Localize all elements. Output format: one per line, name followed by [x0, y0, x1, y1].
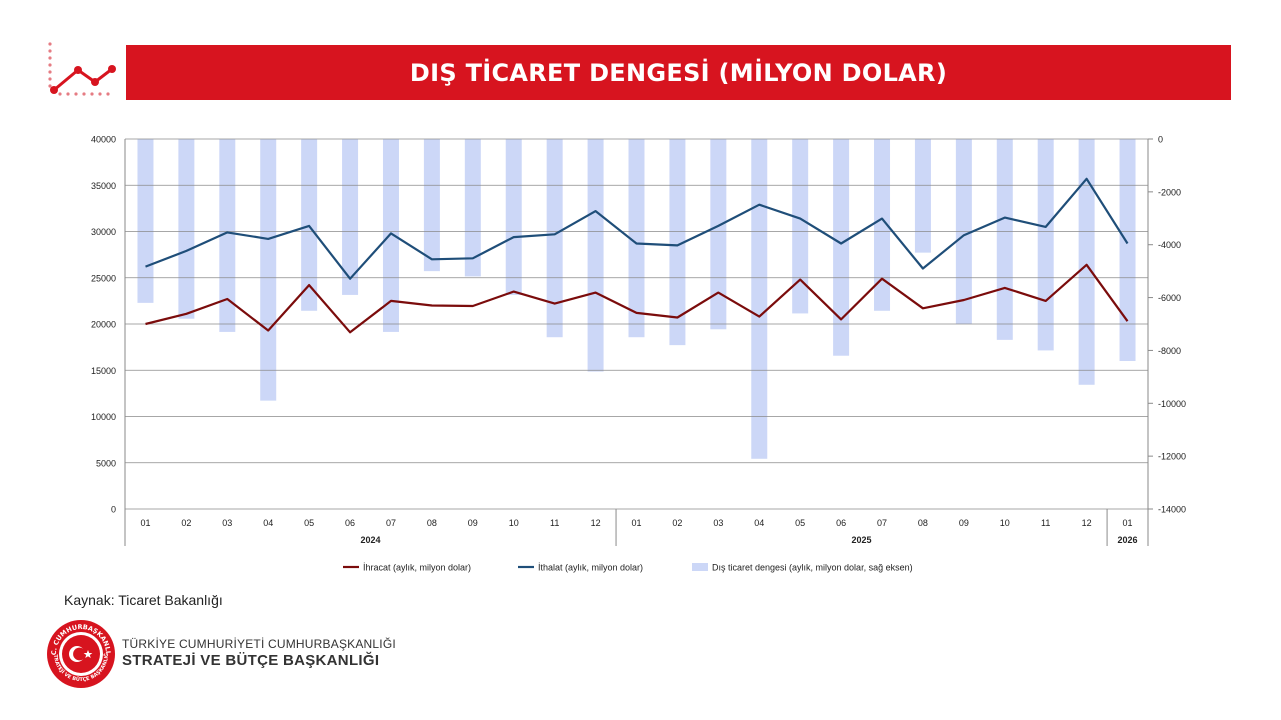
right-tick-label: -4000 [1158, 240, 1181, 250]
gridlines [125, 138, 1148, 510]
right-tick-label: -14000 [1158, 505, 1186, 515]
month-label: 02 [672, 518, 682, 528]
month-label: 10 [509, 518, 519, 528]
left-tick-label: 30000 [91, 227, 116, 237]
left-tick-label: 25000 [91, 273, 116, 283]
month-label: 01 [631, 518, 641, 528]
balance-bar [137, 139, 154, 303]
month-label: 11 [550, 518, 559, 528]
balance-bar [587, 139, 604, 372]
right-tick-label: -10000 [1158, 399, 1186, 409]
balance-bar [464, 139, 481, 277]
month-label: 07 [386, 518, 396, 528]
balance-bar [792, 139, 809, 314]
legend-swatch [692, 563, 708, 571]
balance-bar [1037, 139, 1054, 351]
balance-bar [546, 139, 563, 338]
x-axis-labels: 01 02 03 04 05 06 07 08 09 10 11 12 01 02 03 04 05 06 07 08… [140, 518, 1137, 545]
month-label: 04 [754, 518, 764, 528]
balance-bar [260, 139, 277, 401]
legend-label: Dış ticaret dengesi (aylık, milyon dolar… [712, 563, 913, 573]
title-bar: DIŞ TİCARET DENGESİ (MİLYON DOLAR) [126, 45, 1231, 100]
axes [124, 138, 1153, 546]
balance-bar [914, 139, 931, 253]
balance-bar [628, 139, 645, 338]
right-tick-label: 0 [1158, 135, 1163, 145]
left-tick-label: 40000 [91, 135, 116, 145]
balance-bar [382, 139, 399, 332]
left-tick-label: 35000 [91, 181, 116, 191]
right-tick-label: -6000 [1158, 293, 1181, 303]
month-label: 04 [263, 518, 273, 528]
legend-label: İthalat (aylık, milyon dolar) [538, 563, 643, 573]
left-axis-labels: 40000 35000 30000 25000 20000 15000 10000 5000 0 [91, 135, 116, 515]
balance-bar [423, 139, 440, 272]
legend-label: İhracat (aylık, milyon dolar) [363, 563, 471, 573]
balance-bars [137, 139, 1136, 459]
balance-bar [219, 139, 236, 332]
balance-bar [874, 139, 891, 311]
month-label: 12 [1082, 518, 1092, 528]
left-tick-label: 10000 [91, 412, 116, 422]
balance-bar [505, 139, 522, 295]
left-tick-label: 0 [111, 505, 116, 515]
month-label: 08 [918, 518, 928, 528]
month-label: 08 [427, 518, 437, 528]
import-line [145, 177, 1129, 280]
month-label: 01 [140, 518, 150, 528]
month-label: 03 [713, 518, 723, 528]
month-label: 06 [836, 518, 846, 528]
trade-balance-chart: 40000 35000 30000 25000 20000 15000 10000 5000 0… [91, 135, 1186, 573]
balance-bar [1078, 139, 1095, 385]
right-tick-label: -8000 [1158, 346, 1181, 356]
ministry-seal-icon: T.C. CUMHURBAŞKANLIĞI STRATEJİ VE BÜTÇE … [46, 619, 115, 688]
balance-bar [669, 139, 686, 346]
org-name-line1: TÜRKİYE CUMHURİYETİ CUMHURBAŞKANLIĞI [122, 637, 396, 651]
balance-bar [751, 139, 768, 459]
year-label: 2024 [361, 535, 381, 545]
balance-bar [833, 139, 850, 356]
year-label: 2025 [852, 535, 872, 545]
month-label: 12 [591, 518, 601, 528]
left-tick-label: 5000 [96, 458, 116, 468]
month-label: 07 [877, 518, 887, 528]
right-axis-labels: 0 -2000 -4000 -6000 -8000 -10000 -12000 -14000 [1158, 135, 1186, 515]
series-lines [145, 177, 1129, 334]
month-label: 10 [1000, 518, 1010, 528]
page-title: DIŞ TİCARET DENGESİ (MİLYON DOLAR) [409, 58, 948, 87]
year-label: 2026 [1118, 535, 1138, 545]
source-note: Kaynak: Ticaret Bakanlığı [64, 592, 223, 608]
left-tick-label: 20000 [91, 320, 116, 330]
balance-bar [342, 139, 359, 295]
export-line [145, 263, 1129, 334]
left-tick-label: 15000 [91, 366, 116, 376]
right-tick-label: -12000 [1158, 452, 1186, 462]
trend-line-icon [48, 42, 116, 96]
legend: İhracat (aylık, milyon dolar) İthalat (ay… [343, 563, 913, 573]
balance-bar [996, 139, 1013, 340]
org-name-line2: STRATEJİ VE BÜTÇE BAŞKANLIĞI [122, 652, 380, 669]
month-label: 09 [959, 518, 969, 528]
month-label: 03 [222, 518, 232, 528]
month-label: 06 [345, 518, 355, 528]
month-label: 11 [1041, 518, 1050, 528]
balance-bar [1119, 139, 1136, 361]
right-tick-label: -2000 [1158, 187, 1181, 197]
month-label: 05 [795, 518, 805, 528]
month-label: 05 [304, 518, 314, 528]
month-label: 02 [181, 518, 191, 528]
month-label: 09 [468, 518, 478, 528]
balance-bar [710, 139, 727, 330]
balance-bar [178, 139, 195, 319]
month-label: 01 [1123, 518, 1133, 528]
